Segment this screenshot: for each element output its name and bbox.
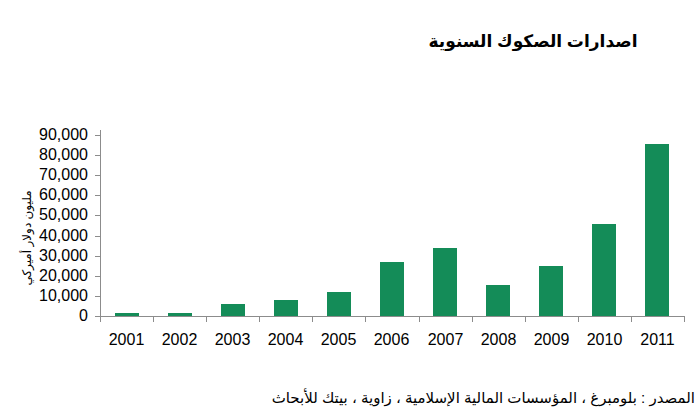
- x-tick-mark: [259, 316, 260, 322]
- x-axis-line: [95, 316, 685, 317]
- y-tick-mark: [95, 236, 100, 237]
- x-tick-label: 2004: [259, 331, 312, 349]
- x-tick-label: 2010: [578, 331, 631, 349]
- x-tick-label: 2002: [153, 331, 206, 349]
- y-tick-mark: [95, 215, 100, 216]
- bar-2006: [380, 262, 404, 316]
- sukuk-annual-issuance-chart: اصدارات الصكوك السنوية مليون دولار أميرك…: [0, 0, 700, 417]
- x-tick-label: 2005: [312, 331, 365, 349]
- x-tick-mark: [631, 316, 632, 322]
- x-tick-mark: [419, 316, 420, 322]
- x-tick-mark: [472, 316, 473, 322]
- y-tick-label: 20,000: [26, 268, 88, 284]
- x-tick-mark: [525, 316, 526, 322]
- x-tick-mark: [312, 316, 313, 322]
- y-tick-mark: [95, 135, 100, 136]
- y-tick-mark: [95, 175, 100, 176]
- y-tick-mark: [95, 195, 100, 196]
- x-tick-mark: [684, 316, 685, 322]
- bar-2004: [274, 300, 298, 316]
- y-tick-mark: [95, 276, 100, 277]
- x-tick-mark: [153, 316, 154, 322]
- bar-2008: [486, 285, 510, 316]
- x-tick-mark: [578, 316, 579, 322]
- bar-2007: [433, 248, 457, 316]
- x-tick-label: 2007: [419, 331, 472, 349]
- y-axis-line: [100, 130, 101, 317]
- y-tick-label: 30,000: [26, 248, 88, 264]
- x-tick-label: 2006: [365, 331, 418, 349]
- x-tick-mark: [100, 316, 101, 322]
- bar-2002: [168, 313, 192, 316]
- x-tick-label: 2008: [472, 331, 525, 349]
- y-tick-label: 90,000: [26, 127, 88, 143]
- x-tick-mark: [365, 316, 366, 322]
- bar-2003: [221, 304, 245, 316]
- y-tick-label: 70,000: [26, 167, 88, 183]
- y-tick-label: 10,000: [26, 288, 88, 304]
- y-tick-mark: [95, 256, 100, 257]
- chart-title: اصدارات الصكوك السنوية: [429, 31, 638, 52]
- y-tick-mark: [95, 296, 100, 297]
- source-note: المصدر : بلومبرغ ، المؤسسات المالية الإس…: [272, 389, 695, 407]
- y-tick-label: 80,000: [26, 147, 88, 163]
- x-tick-label: 2009: [525, 331, 578, 349]
- bar-2010: [592, 224, 616, 316]
- y-tick-label: 50,000: [26, 207, 88, 223]
- x-tick-label: 2001: [100, 331, 153, 349]
- bar-2005: [327, 292, 351, 316]
- bar-2011: [645, 144, 669, 316]
- y-tick-mark: [95, 155, 100, 156]
- bar-2001: [115, 313, 139, 316]
- bar-2009: [539, 266, 563, 316]
- x-tick-label: 2011: [631, 331, 684, 349]
- x-tick-label: 2003: [206, 331, 259, 349]
- y-tick-label: 60,000: [26, 187, 88, 203]
- y-tick-label: 40,000: [26, 228, 88, 244]
- y-tick-label: 0: [26, 308, 88, 324]
- x-tick-mark: [206, 316, 207, 322]
